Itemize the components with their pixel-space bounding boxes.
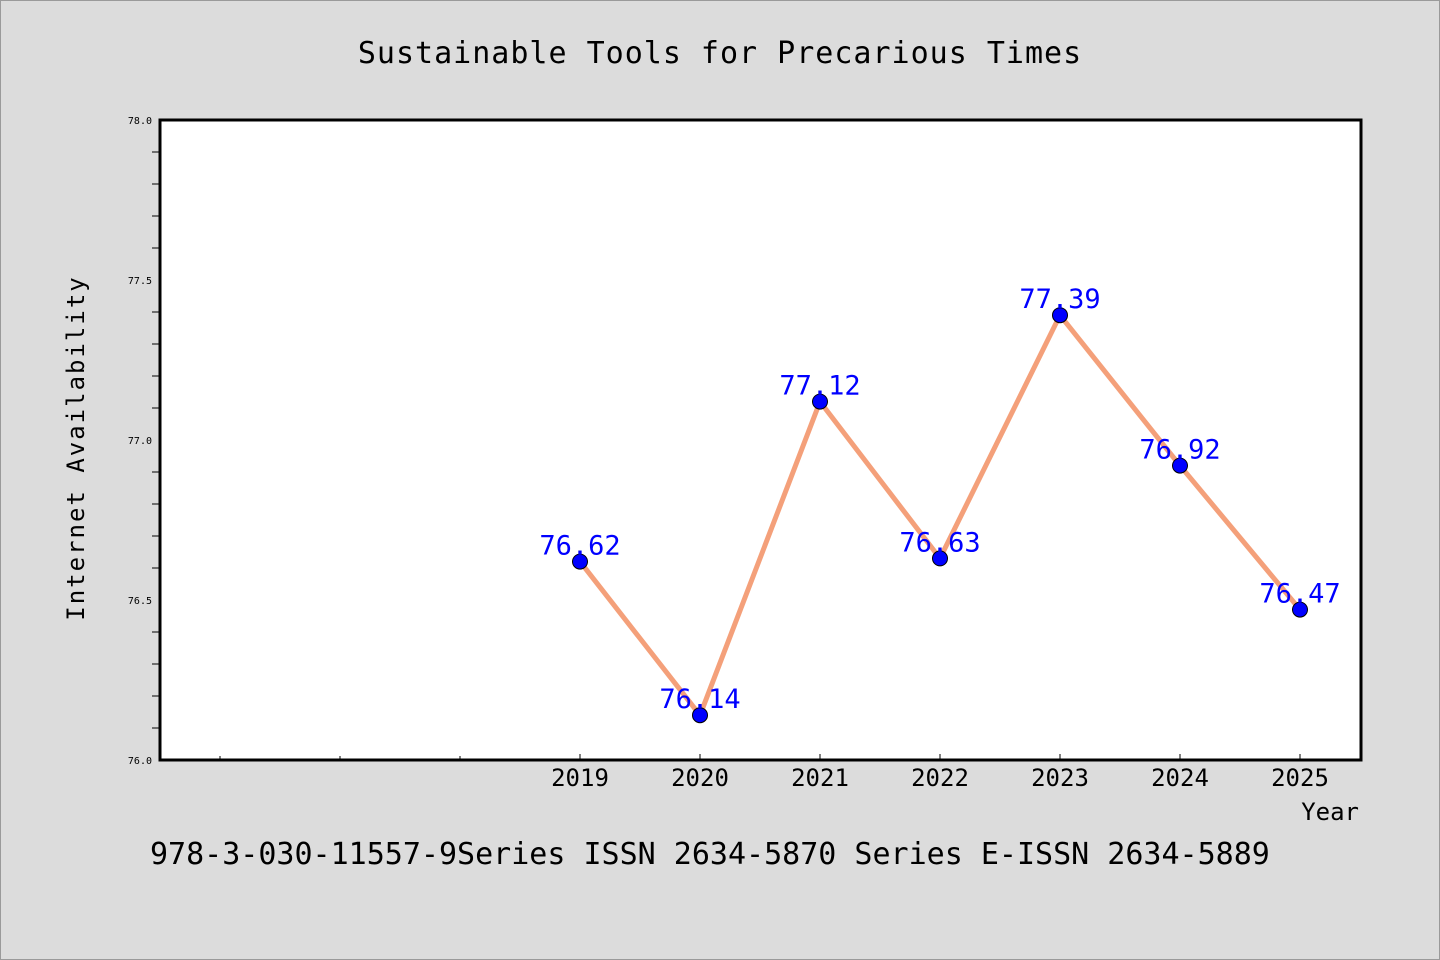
data-point	[932, 550, 948, 567]
x-tick-label: 2021	[791, 764, 849, 792]
data-label: 76.63	[899, 527, 980, 558]
x-axis: 2019 2020 2021 2022 2023 2024 2025	[219, 754, 1329, 792]
data-label: 76.62	[539, 531, 620, 562]
x-tick-label: 2020	[671, 764, 729, 792]
data-point	[572, 553, 588, 570]
x-tick-label: 2025	[1271, 764, 1329, 792]
y-tick-label: 77.5	[128, 276, 152, 287]
data-label: 76.92	[1139, 435, 1220, 466]
chart-title: Sustainable Tools for Precarious Times	[358, 36, 1082, 71]
data-label: 77.12	[779, 371, 860, 402]
data-label: 76.47	[1259, 579, 1340, 610]
series-group: 76.62 76.14 77.12 76.63 77.39 76.92 76.47	[539, 284, 1341, 724]
x-tick-label: 2023	[1031, 764, 1089, 792]
x-tick-label: 2022	[911, 764, 969, 792]
y-tick-label: 76.0	[128, 756, 152, 767]
y-axis: 76.0 76.5 77.0 77.5 78.0	[128, 116, 160, 767]
data-label: 77.39	[1019, 284, 1100, 315]
data-point	[812, 393, 828, 410]
data-point	[1052, 307, 1068, 324]
x-tick-label: 2019	[551, 764, 609, 792]
y-tick-label: 77.0	[128, 436, 152, 447]
y-tick-label: 78.0	[128, 116, 152, 127]
data-point	[1172, 457, 1188, 474]
footer-text: 978-3-030-11557-9Series ISSN 2634-5870 S…	[150, 837, 1270, 872]
data-label: 76.14	[659, 684, 740, 715]
data-point	[1292, 601, 1308, 618]
y-axis-label: Internet Availability	[62, 275, 90, 620]
x-axis-label: Year	[1301, 798, 1359, 826]
y-tick-label: 76.5	[128, 596, 152, 607]
data-point	[692, 707, 708, 724]
x-tick-label: 2024	[1151, 764, 1209, 792]
